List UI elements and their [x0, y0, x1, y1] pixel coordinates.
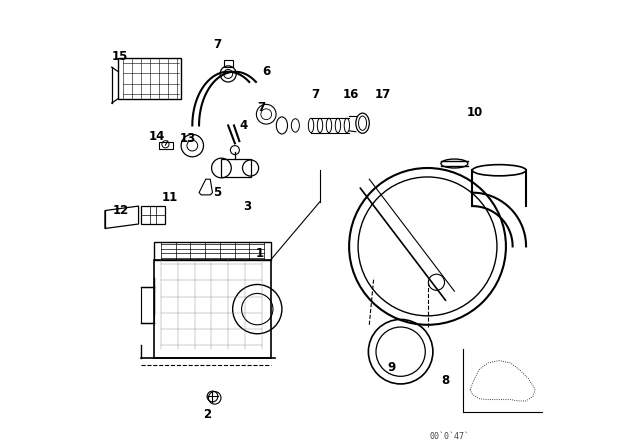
- Bar: [221, 159, 251, 177]
- Text: 12: 12: [113, 204, 129, 217]
- Text: 6: 6: [262, 65, 270, 78]
- Text: 00`0`47`: 00`0`47`: [430, 432, 470, 441]
- Text: 3: 3: [243, 199, 252, 213]
- Text: 7: 7: [258, 101, 266, 114]
- Text: 14: 14: [148, 130, 164, 143]
- Text: 11: 11: [162, 190, 178, 204]
- Bar: [141, 287, 154, 323]
- Text: 13: 13: [180, 132, 196, 146]
- Text: 16: 16: [343, 87, 360, 101]
- Bar: [159, 142, 173, 149]
- Text: 17: 17: [374, 87, 391, 101]
- Text: 4: 4: [240, 119, 248, 132]
- Bar: [154, 260, 271, 358]
- Text: 7: 7: [213, 38, 221, 52]
- Text: 8: 8: [442, 374, 449, 388]
- Text: 9: 9: [388, 361, 396, 374]
- Polygon shape: [199, 179, 212, 195]
- Bar: [118, 58, 181, 99]
- Text: 2: 2: [203, 408, 211, 421]
- Bar: [224, 60, 233, 67]
- Bar: [154, 242, 271, 260]
- Text: 5: 5: [213, 186, 221, 199]
- Text: 1: 1: [255, 246, 264, 260]
- Bar: [141, 206, 165, 224]
- Text: 7: 7: [312, 87, 319, 101]
- Text: 10: 10: [467, 105, 483, 119]
- Text: 15: 15: [111, 49, 128, 63]
- Polygon shape: [105, 206, 139, 228]
